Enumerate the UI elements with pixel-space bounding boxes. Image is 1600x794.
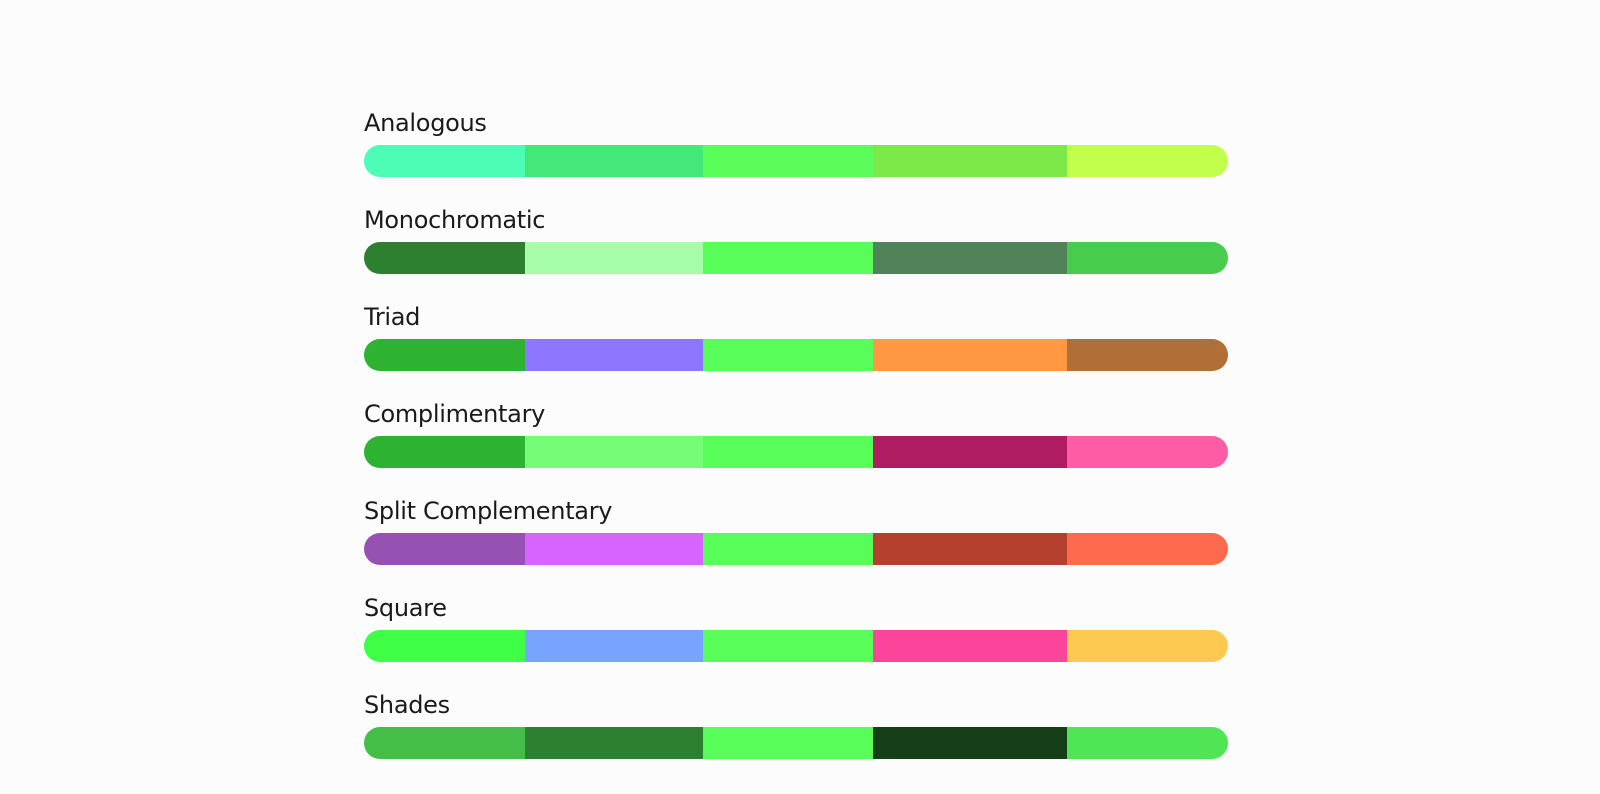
color-swatch[interactable] (525, 630, 703, 662)
color-swatch[interactable] (873, 145, 1067, 177)
color-swatch[interactable] (873, 727, 1067, 759)
color-swatch[interactable] (364, 727, 525, 759)
palette-title: Triad (364, 303, 421, 331)
palette-triad: Triad (364, 303, 1228, 400)
color-swatch[interactable] (525, 533, 703, 565)
palette-title: Split Complementary (364, 497, 613, 525)
palette-title: Monochromatic (364, 206, 546, 234)
color-swatch[interactable] (364, 339, 525, 371)
color-swatch[interactable] (873, 242, 1067, 274)
color-bar (364, 145, 1228, 177)
color-bar (364, 242, 1228, 274)
color-swatch[interactable] (703, 339, 873, 371)
color-swatch[interactable] (703, 630, 873, 662)
color-swatch[interactable] (364, 436, 525, 468)
color-swatch[interactable] (1067, 436, 1228, 468)
color-swatch[interactable] (364, 630, 525, 662)
color-swatch[interactable] (873, 630, 1067, 662)
color-swatch[interactable] (1067, 533, 1228, 565)
color-swatch[interactable] (1067, 242, 1228, 274)
color-swatch[interactable] (1067, 630, 1228, 662)
color-swatch[interactable] (703, 727, 873, 759)
palette-split-complementary: Split Complementary (364, 497, 1228, 594)
color-swatch[interactable] (1067, 339, 1228, 371)
color-swatch[interactable] (364, 145, 525, 177)
color-bar (364, 630, 1228, 662)
color-swatch[interactable] (525, 436, 703, 468)
color-swatch[interactable] (525, 145, 703, 177)
color-swatch[interactable] (703, 242, 873, 274)
color-swatch[interactable] (525, 339, 703, 371)
color-swatch[interactable] (1067, 727, 1228, 759)
color-swatch[interactable] (703, 533, 873, 565)
color-swatch[interactable] (525, 242, 703, 274)
color-swatch[interactable] (703, 436, 873, 468)
palette-analogous: Analogous (364, 109, 1228, 206)
palette-square: Square (364, 594, 1228, 691)
palette-title: Shades (364, 691, 450, 719)
color-swatch[interactable] (873, 436, 1067, 468)
color-swatch[interactable] (1067, 145, 1228, 177)
palette-monochromatic: Monochromatic (364, 206, 1228, 303)
color-bar (364, 727, 1228, 759)
palette-title: Complimentary (364, 400, 546, 428)
color-swatch[interactable] (703, 145, 873, 177)
palette-complimentary: Complimentary (364, 400, 1228, 497)
color-bar (364, 533, 1228, 565)
palette-title: Square (364, 594, 447, 622)
palette-shades: Shades (364, 691, 1228, 788)
color-bar (364, 339, 1228, 371)
color-swatch[interactable] (525, 727, 703, 759)
color-swatch[interactable] (873, 339, 1067, 371)
color-bar (364, 436, 1228, 468)
color-swatch[interactable] (873, 533, 1067, 565)
palette-title: Analogous (364, 109, 487, 137)
color-swatch[interactable] (364, 242, 525, 274)
color-swatch[interactable] (364, 533, 525, 565)
palette-list: Analogous Monochromatic Triad Co (364, 109, 1228, 788)
